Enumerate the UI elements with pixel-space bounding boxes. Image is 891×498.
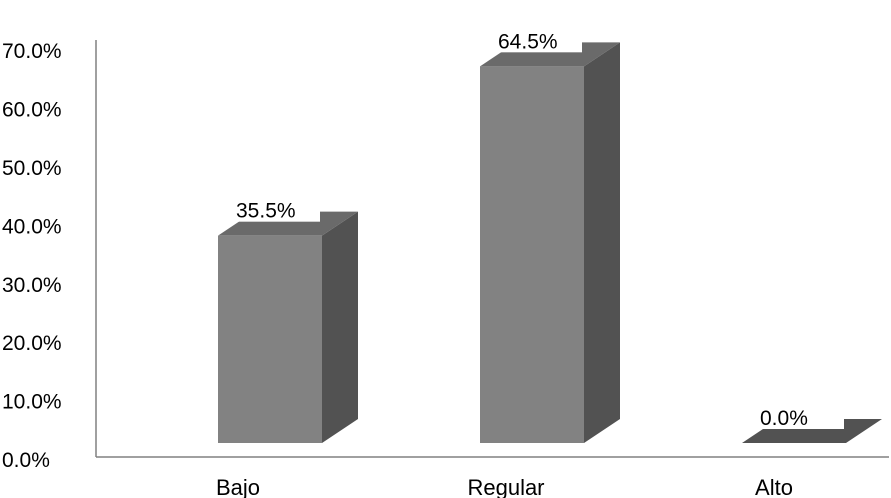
y-tick-label: 40.0%	[2, 215, 62, 238]
bar-side	[584, 42, 620, 443]
data-label-bajo: 35.5%	[232, 195, 320, 223]
data-label-regular: 64.5%	[494, 26, 582, 53]
bar-bajo	[218, 211, 358, 443]
data-label: 64.5%	[498, 30, 558, 53]
y-axis-ticks: 0.0% 10.0% 20.0% 30.0% 40.0% 50.0% 60.0% 70.0%	[2, 40, 62, 472]
bar-front	[218, 235, 322, 443]
data-label-alto: 0.0%	[756, 403, 844, 430]
y-tick-label: 70.0%	[2, 40, 62, 63]
data-label-bg	[756, 403, 844, 429]
data-label: 0.0%	[760, 407, 808, 430]
x-tick-label: Bajo	[216, 475, 260, 498]
data-label-bg	[232, 195, 320, 222]
bar-front	[480, 66, 584, 443]
x-axis-ticks: Bajo Regular Alto	[216, 475, 793, 498]
y-tick-label: 0.0%	[2, 449, 50, 472]
x-tick-label: Regular	[467, 475, 544, 498]
y-tick-label: 50.0%	[2, 157, 62, 180]
chart-axes	[95, 40, 889, 458]
data-labels: 35.5% 64.5% 0.0%	[232, 26, 844, 430]
data-label-bg	[494, 26, 582, 53]
data-label: 35.5%	[236, 200, 296, 223]
x-tick-label: Alto	[755, 475, 793, 498]
y-tick-label: 60.0%	[2, 99, 62, 122]
y-tick-label: 10.0%	[2, 391, 62, 414]
bar-side	[322, 211, 358, 443]
y-tick-label: 30.0%	[2, 274, 62, 297]
y-tick-label: 20.0%	[2, 332, 62, 355]
bar-regular	[480, 42, 620, 443]
chart-bars	[218, 42, 882, 443]
